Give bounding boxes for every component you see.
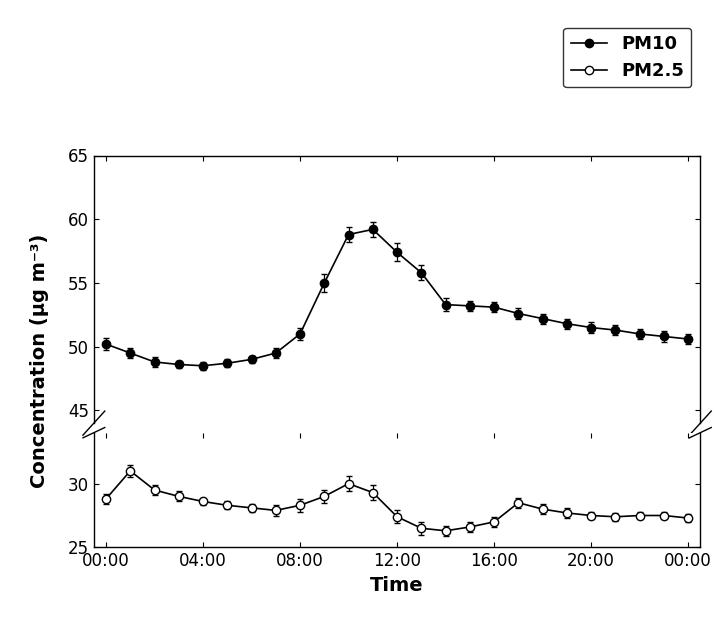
X-axis label: Time: Time — [370, 576, 424, 595]
Legend: PM10, PM2.5: PM10, PM2.5 — [563, 28, 691, 87]
Text: Concentration (μg m⁻³): Concentration (μg m⁻³) — [30, 234, 49, 488]
